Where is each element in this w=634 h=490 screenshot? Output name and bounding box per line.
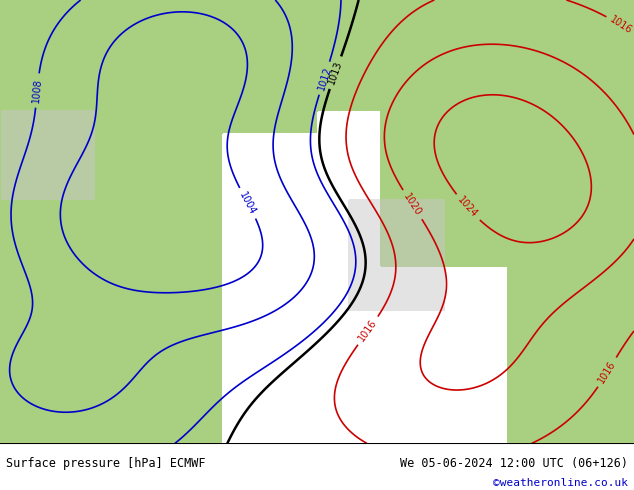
Text: 1016: 1016 (608, 15, 634, 36)
Text: ©weatheronline.co.uk: ©weatheronline.co.uk (493, 478, 628, 488)
Text: 1024: 1024 (456, 195, 480, 220)
Text: 1013: 1013 (327, 59, 344, 86)
Text: 1012: 1012 (316, 65, 333, 92)
Text: 1016: 1016 (597, 359, 618, 385)
Text: 1008: 1008 (31, 78, 43, 103)
Text: Surface pressure [hPa] ECMWF: Surface pressure [hPa] ECMWF (6, 458, 206, 470)
Text: 1016: 1016 (357, 318, 379, 343)
Text: 1004: 1004 (238, 190, 258, 217)
Text: 1020: 1020 (401, 192, 424, 218)
Text: We 05-06-2024 12:00 UTC (06+126): We 05-06-2024 12:00 UTC (06+126) (399, 458, 628, 470)
